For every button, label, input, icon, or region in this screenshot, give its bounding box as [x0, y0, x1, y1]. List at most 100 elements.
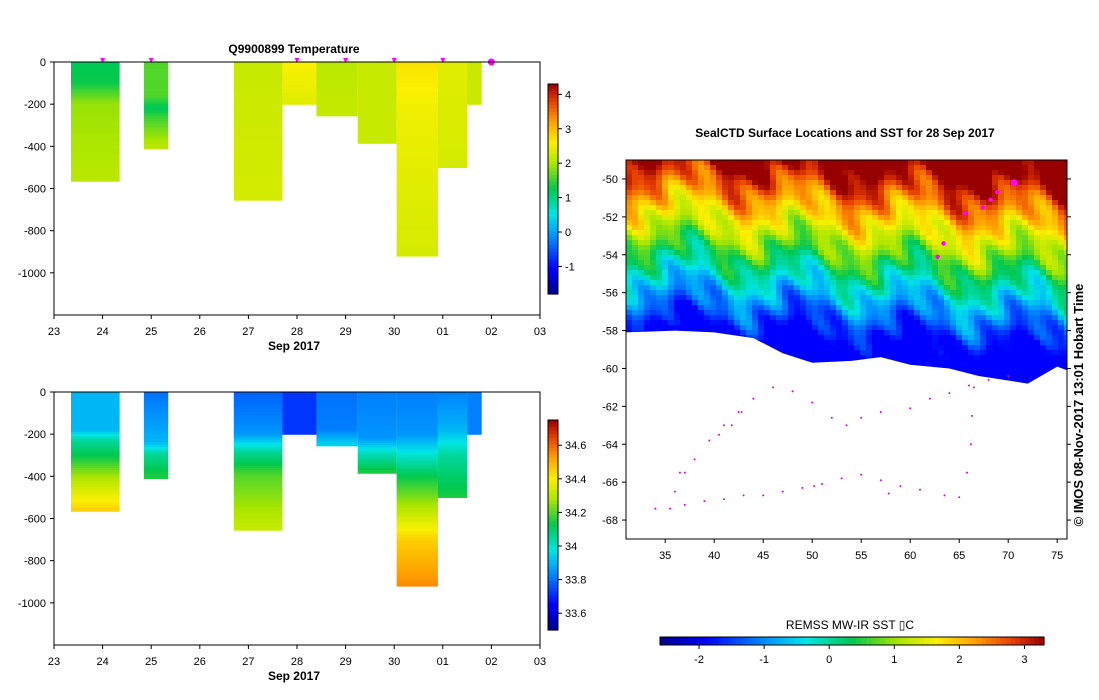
- profile-cell: [233, 148, 283, 152]
- profile-cell: [396, 402, 438, 406]
- profile-cell: [233, 150, 283, 154]
- profile-cell: [282, 95, 317, 99]
- profile-cell: [143, 146, 169, 150]
- colorbar-segment: [548, 245, 558, 250]
- track-point: [703, 500, 706, 503]
- track-point: [813, 484, 816, 487]
- colorbar-segment: [784, 637, 791, 645]
- profile-cell: [233, 62, 283, 65]
- colorbar-segment: [548, 175, 558, 180]
- profile-cell: [357, 440, 397, 444]
- profile-cell: [71, 76, 120, 80]
- profile-cell: [316, 423, 358, 427]
- surface-location: [995, 190, 1000, 195]
- colorbar-segment: [548, 427, 558, 432]
- profile-cell: [396, 499, 438, 503]
- profile-cell: [71, 413, 120, 416]
- profile-cell: [71, 131, 120, 135]
- colorbar-segment: [548, 210, 558, 215]
- profile-cell: [437, 85, 468, 88]
- profile-cell: [357, 398, 397, 402]
- colorbar-tick-label: 33.6: [565, 608, 586, 620]
- profile-cell: [143, 118, 169, 122]
- colorbar-segment: [548, 476, 558, 481]
- colorbar-segment: [548, 283, 558, 288]
- profile-cell: [396, 463, 438, 467]
- profile-cell: [233, 116, 283, 120]
- profile-cell: [71, 438, 120, 442]
- profile-cell: [143, 68, 169, 72]
- profile-cell: [143, 62, 169, 65]
- profile-cell: [233, 64, 283, 67]
- profile-cell: [143, 64, 169, 67]
- profile-cell: [143, 110, 169, 114]
- profile-cell: [233, 434, 283, 437]
- profile-cell: [437, 476, 468, 480]
- profile-cell: [316, 62, 358, 65]
- profile-cell: [357, 410, 397, 414]
- colorbar-segment: [760, 637, 767, 645]
- colorbar-segment: [1034, 637, 1040, 645]
- profile-cell: [316, 419, 358, 423]
- profile-cell: [316, 68, 358, 72]
- profile-cell: [233, 499, 283, 503]
- profile-cell: [437, 448, 468, 452]
- profile-cell: [143, 97, 169, 101]
- colorbar-segment: [548, 220, 558, 225]
- profile-cell: [316, 394, 358, 397]
- profile-cell: [437, 421, 468, 425]
- profile-cell: [396, 415, 438, 418]
- profile-cell: [396, 156, 438, 160]
- profile-cell: [233, 488, 283, 492]
- colorbar-segment: [876, 637, 882, 645]
- surface-location: [988, 197, 993, 202]
- profile-cell: [396, 180, 438, 183]
- profile-cell: [233, 423, 283, 427]
- profile-cell: [71, 95, 120, 99]
- profile-cell: [316, 87, 358, 91]
- profile-cell: [143, 425, 169, 429]
- profile-cell: [396, 91, 438, 95]
- profile-cell: [396, 133, 438, 137]
- profile-cell: [357, 62, 397, 65]
- profile-cell: [71, 99, 120, 103]
- profile-cell: [396, 97, 438, 101]
- profile-cell: [396, 531, 438, 534]
- profile-cell: [71, 398, 120, 402]
- colorbar-segment: [548, 273, 558, 278]
- colorbar-segment: [548, 567, 558, 572]
- colorbar-segment: [548, 521, 558, 526]
- profile-cell: [71, 465, 120, 469]
- lat-tick-label: -58: [602, 326, 618, 338]
- colorbar-segment: [548, 609, 558, 614]
- profile-cell: [396, 474, 438, 477]
- profile-cell: [316, 66, 358, 69]
- colorbar-segment: [548, 84, 558, 89]
- profile-cell: [396, 154, 438, 158]
- profile-cell: [316, 392, 358, 395]
- profile-cell: [233, 495, 283, 499]
- profile-cell: [437, 106, 468, 109]
- profile-cell: [437, 446, 468, 450]
- profile-cell: [282, 76, 317, 80]
- profile-cell: [143, 74, 169, 78]
- y-tick-label: -600: [24, 184, 46, 196]
- lat-tick-label: -68: [602, 515, 618, 527]
- profile-cell: [71, 446, 120, 450]
- profile-cell: [396, 171, 438, 175]
- colorbar-segment: [1020, 637, 1026, 645]
- profile-cell: [437, 427, 468, 431]
- profile-cell: [233, 123, 283, 126]
- profile-cell: [357, 429, 397, 433]
- profile-cell: [396, 161, 438, 164]
- profile-cell: [316, 427, 358, 431]
- profile-cell: [396, 510, 438, 513]
- profile-cell: [396, 524, 438, 528]
- surface-locations: [935, 179, 1018, 259]
- profile-cell: [233, 95, 283, 99]
- profile-cell: [143, 448, 169, 452]
- profile-cell: [282, 419, 317, 423]
- lon-tick-label: 40: [708, 550, 720, 562]
- profile-cell: [233, 400, 283, 404]
- profile-cell: [437, 110, 468, 114]
